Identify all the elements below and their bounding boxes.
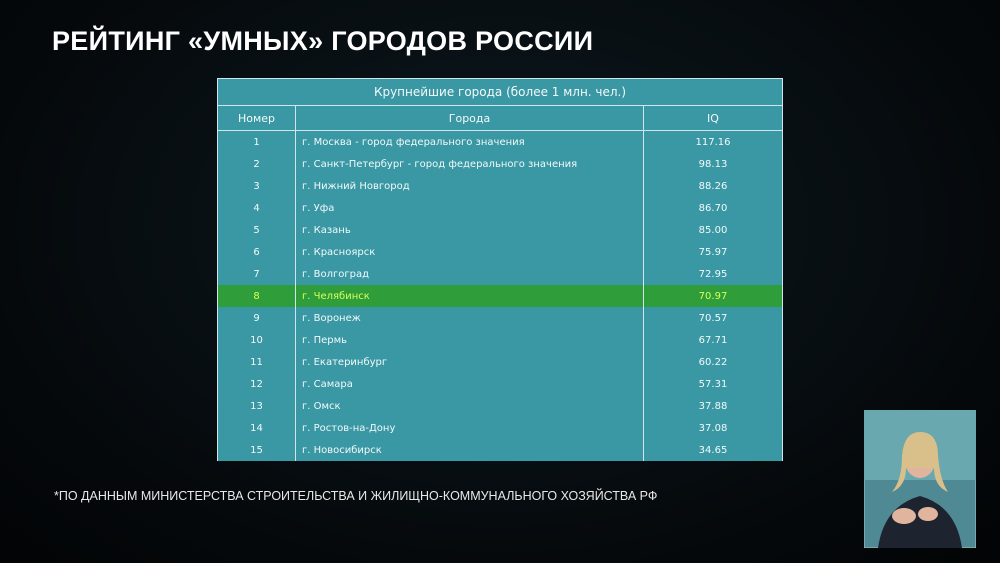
sign-interpreter (864, 410, 976, 548)
table-row: 9 г. Воронеж 70.57 (217, 307, 783, 329)
table-row: 13 г. Омск 37.88 (217, 395, 783, 417)
city: г. Воронеж (295, 307, 644, 329)
rank: 15 (217, 439, 296, 461)
city: г. Екатеринбург (295, 351, 644, 373)
iq-value: 70.57 (643, 307, 783, 329)
header-row: Номер Города IQ (217, 105, 783, 131)
iq-value: 86.70 (643, 197, 783, 219)
rank: 1 (217, 130, 296, 153)
table-row: 1 г. Москва - город федерального значения… (217, 130, 783, 153)
rank: 3 (217, 175, 296, 197)
iq-value: 98.13 (643, 153, 783, 175)
iq-value: 57.31 (643, 373, 783, 395)
rank: 9 (217, 307, 296, 329)
iq-value: 37.08 (643, 417, 783, 439)
rank: 6 (217, 241, 296, 263)
iq-value: 75.97 (643, 241, 783, 263)
city: г. Нижний Новгород (295, 175, 644, 197)
iq-value: 72.95 (643, 263, 783, 285)
iq-value: 70.97 (643, 285, 783, 307)
rank: 2 (217, 153, 296, 175)
table-row: 4 г. Уфа 86.70 (217, 197, 783, 219)
city: г. Челябинск (295, 285, 644, 307)
iq-value: 37.88 (643, 395, 783, 417)
city: г. Москва - город федерального значения (295, 130, 644, 153)
city: г. Новосибирск (295, 439, 644, 461)
column-header: Города (295, 105, 644, 131)
rank: 13 (217, 395, 296, 417)
iq-value: 60.22 (643, 351, 783, 373)
rank: 11 (217, 351, 296, 373)
city: г. Омск (295, 395, 644, 417)
table-row: 11 г. Екатеринбург 60.22 (217, 351, 783, 373)
table-row: 5 г. Казань 85.00 (217, 219, 783, 241)
city: г. Санкт-Петербург - город федерального … (295, 153, 644, 175)
iq-value: 34.65 (643, 439, 783, 461)
rank: 14 (217, 417, 296, 439)
rank: 5 (217, 219, 296, 241)
rank: 12 (217, 373, 296, 395)
footnote: *ПО ДАННЫМ МИНИСТЕРСТВА СТРОИТЕЛЬСТВА И … (54, 489, 658, 503)
table-row: 12 г. Самара 57.31 (217, 373, 783, 395)
iq-value: 117.16 (643, 130, 783, 153)
city: г. Казань (295, 219, 644, 241)
city: г. Ростов-на-Дону (295, 417, 644, 439)
table-row: 14 г. Ростов-на-Дону 37.08 (217, 417, 783, 439)
title: РЕЙТИНГ «УМНЫХ» ГОРОДОВ РОССИИ (52, 26, 594, 56)
city: г. Пермь (295, 329, 644, 351)
iq-value: 88.26 (643, 175, 783, 197)
iq-value: 85.00 (643, 219, 783, 241)
table-row: 3 г. Нижний Новгород 88.26 (217, 175, 783, 197)
column-header: Номер (217, 105, 296, 131)
rank: 10 (217, 329, 296, 351)
city: г. Уфа (295, 197, 644, 219)
table-row: 15 г. Новосибирск 34.65 (217, 439, 783, 461)
city: г. Волгоград (295, 263, 644, 285)
rank: 4 (217, 197, 296, 219)
rank: 8 (217, 285, 296, 307)
iq-value: 67.71 (643, 329, 783, 351)
column-header: IQ (643, 105, 783, 131)
table-row: 6 г. Красноярск 75.97 (217, 241, 783, 263)
rank: 7 (217, 263, 296, 285)
city: г. Самара (295, 373, 644, 395)
table-body: 1 г. Москва - город федерального значения… (217, 130, 783, 461)
table-row: 2 г. Санкт-Петербург - город федерального… (217, 153, 783, 175)
city: г. Красноярск (295, 241, 644, 263)
rating-table: Крупнейшие города (более 1 млн. чел.) Но… (217, 78, 783, 461)
table-row: 7 г. Волгоград 72.95 (217, 263, 783, 285)
table-row: 10 г. Пермь 67.71 (217, 329, 783, 351)
table-caption: Крупнейшие города (более 1 млн. чел.) (217, 78, 783, 106)
table-row: 8 г. Челябинск 70.97 (217, 285, 783, 307)
